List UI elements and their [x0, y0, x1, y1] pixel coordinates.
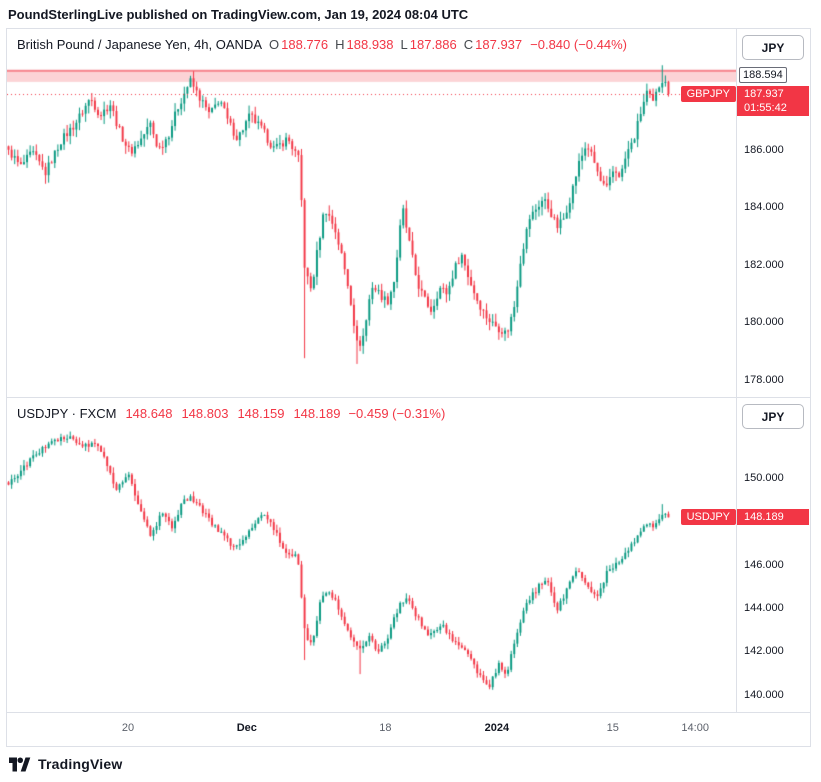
gbpjpy-price-axis[interactable]: JPY 188.594 187.937 01:55:42 186.000 184.… — [736, 29, 809, 397]
gbpjpy-price-badge: 187.937 01:55:42 — [737, 86, 809, 117]
low-value: 187.886 — [409, 37, 457, 52]
gbpjpy-currency-button[interactable]: JPY — [742, 35, 804, 60]
gbpjpy-legend: British Pound / Japanese Yen, 4h, OANDA O… — [17, 37, 627, 52]
usdjpy-open-value: 148.648 — [125, 406, 173, 421]
footer: TradingView — [9, 756, 122, 772]
tradingview-logo-icon[interactable] — [9, 757, 31, 772]
usdjpy-panel: USDJPY · FXCM 148.648 148.803 148.159 148.18… — [7, 398, 810, 713]
time-axis-label: 14:00 — [681, 722, 709, 734]
usdjpy-candles-canvas[interactable] — [7, 398, 736, 712]
gbpjpy-bar-countdown: 01:55:42 — [744, 102, 787, 115]
gbpjpy-price-tag: GBPJPY — [680, 86, 736, 103]
time-axis-label: 20 — [121, 722, 135, 734]
chart-frame: British Pound / Japanese Yen, 4h, OANDA O… — [6, 28, 811, 747]
open-value: 188.776 — [281, 37, 329, 52]
usdjpy-high-value: 148.803 — [181, 406, 229, 421]
publisher-line: PoundSterlingLive published on TradingVi… — [8, 7, 469, 22]
usdjpy-legend: USDJPY · FXCM 148.648 148.803 148.159 148.18… — [17, 406, 445, 421]
price-tick-label: 150.000 — [744, 472, 784, 485]
price-tick-label: 180.000 — [744, 316, 784, 329]
price-tick-label: 186.000 — [744, 143, 784, 156]
price-tick-label: 178.000 — [744, 373, 784, 386]
usdjpy-price-axis[interactable]: JPY 148.189 150.000148.000146.000144.000… — [736, 398, 809, 712]
usdjpy-low-value: 148.159 — [237, 406, 285, 421]
usdjpy-price-badge: 148.189 — [737, 509, 809, 526]
usdjpy-change-value: −0.459 (−0.31%) — [348, 406, 446, 421]
price-tick-label: 140.000 — [744, 688, 784, 701]
close-value: 187.937 — [475, 37, 523, 52]
price-tick-label: 182.000 — [744, 258, 784, 271]
usdjpy-currency-button[interactable]: JPY — [742, 404, 804, 429]
high-label: H — [335, 37, 345, 52]
usdjpy-plot-area[interactable]: USDJPY · FXCM 148.648 148.803 148.159 148.18… — [7, 398, 736, 712]
gbpjpy-change-value: −0.840 (−0.44%) — [530, 37, 627, 52]
gbpjpy-candles-canvas[interactable] — [7, 29, 736, 397]
gbpjpy-last-price: 187.937 — [744, 88, 784, 101]
gbpjpy-plot-area[interactable]: British Pound / Japanese Yen, 4h, OANDA O… — [7, 29, 736, 397]
high-value: 188.938 — [346, 37, 394, 52]
time-axis[interactable]: 20 Dec 18 2024 15 14:00 — [7, 713, 736, 746]
price-tick-label: 184.000 — [744, 201, 784, 214]
gbpjpy-symbol-title[interactable]: British Pound / Japanese Yen, 4h, OANDA — [17, 37, 262, 52]
low-label: L — [400, 37, 408, 52]
usdjpy-symbol-title[interactable]: USDJPY · FXCM — [17, 406, 117, 421]
usdjpy-price-tag: USDJPY — [680, 509, 736, 526]
close-label: C — [463, 37, 474, 52]
time-axis-label: 2024 — [484, 722, 510, 734]
price-tick-label: 142.000 — [744, 645, 784, 658]
gbpjpy-high-price-label: 188.594 — [739, 67, 787, 84]
usdjpy-last-price: 148.189 — [744, 511, 784, 524]
time-axis-label: 15 — [606, 722, 619, 734]
tradingview-brand[interactable]: TradingView — [38, 756, 123, 772]
open-label: O — [269, 37, 280, 52]
price-tick-label: 144.000 — [744, 602, 784, 615]
time-axis-label: Dec — [236, 722, 257, 734]
time-axis-label: 18 — [379, 722, 392, 734]
usdjpy-close-value: 148.189 — [293, 406, 341, 421]
gbpjpy-panel: British Pound / Japanese Yen, 4h, OANDA O… — [7, 29, 810, 398]
price-tick-label: 146.000 — [744, 558, 784, 571]
